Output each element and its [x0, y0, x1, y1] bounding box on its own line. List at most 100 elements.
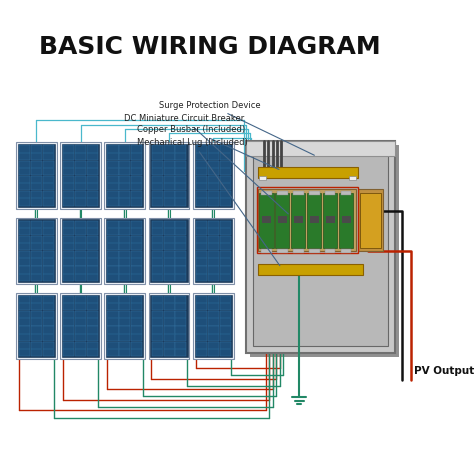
Bar: [208, 266, 219, 281]
Bar: [246, 140, 395, 156]
Bar: [164, 311, 174, 326]
Text: PV Output: PV Output: [414, 365, 474, 376]
Bar: [18, 294, 55, 357]
Bar: [262, 216, 271, 223]
Bar: [87, 191, 98, 206]
Bar: [87, 220, 98, 235]
Bar: [60, 218, 101, 284]
Bar: [152, 251, 163, 265]
Bar: [277, 191, 288, 195]
Bar: [31, 296, 42, 310]
Bar: [175, 236, 186, 250]
Bar: [75, 236, 86, 250]
Bar: [208, 191, 219, 206]
Bar: [325, 191, 336, 195]
Bar: [75, 176, 86, 191]
Bar: [119, 176, 130, 191]
Bar: [326, 216, 335, 223]
Bar: [175, 342, 186, 356]
Bar: [175, 191, 186, 206]
Bar: [291, 193, 305, 247]
Bar: [87, 236, 98, 250]
Bar: [164, 296, 174, 310]
Bar: [119, 236, 130, 250]
Bar: [104, 142, 145, 209]
Bar: [196, 220, 207, 235]
Bar: [360, 193, 382, 247]
Bar: [219, 176, 231, 191]
Bar: [19, 326, 30, 341]
Bar: [43, 220, 54, 235]
Bar: [63, 342, 74, 356]
Bar: [31, 191, 42, 206]
Bar: [63, 236, 74, 250]
Bar: [60, 142, 101, 209]
Bar: [196, 311, 207, 326]
Bar: [43, 311, 54, 326]
Bar: [16, 293, 57, 359]
Bar: [175, 251, 186, 265]
Bar: [164, 326, 174, 341]
Bar: [152, 191, 163, 206]
Bar: [31, 161, 42, 175]
Bar: [106, 144, 144, 207]
Bar: [196, 266, 207, 281]
Bar: [196, 146, 207, 160]
Bar: [108, 146, 118, 160]
Bar: [219, 251, 231, 265]
Bar: [307, 193, 321, 247]
Bar: [63, 220, 74, 235]
Bar: [175, 176, 186, 191]
Bar: [196, 296, 207, 310]
Text: Surge Protection Device: Surge Protection Device: [159, 100, 314, 155]
Bar: [19, 161, 30, 175]
Bar: [309, 191, 319, 195]
Bar: [62, 294, 99, 357]
Bar: [152, 296, 163, 310]
Bar: [258, 189, 356, 251]
Bar: [63, 326, 74, 341]
Bar: [175, 266, 186, 281]
Bar: [104, 218, 145, 284]
Bar: [149, 142, 190, 209]
Bar: [43, 251, 54, 265]
Bar: [261, 191, 272, 195]
Bar: [219, 161, 231, 175]
Bar: [104, 293, 145, 359]
Bar: [19, 342, 30, 356]
Bar: [258, 167, 358, 178]
Bar: [131, 161, 142, 175]
Bar: [195, 294, 232, 357]
Bar: [196, 251, 207, 265]
Bar: [152, 326, 163, 341]
Bar: [131, 342, 142, 356]
Bar: [196, 236, 207, 250]
Bar: [164, 251, 174, 265]
Bar: [31, 251, 42, 265]
Bar: [75, 220, 86, 235]
Bar: [19, 220, 30, 235]
Bar: [19, 146, 30, 160]
Bar: [131, 266, 142, 281]
Bar: [219, 342, 231, 356]
Bar: [195, 144, 232, 207]
Bar: [219, 326, 231, 341]
Bar: [63, 311, 74, 326]
Bar: [152, 266, 163, 281]
Bar: [196, 342, 207, 356]
Bar: [108, 191, 118, 206]
Bar: [246, 140, 395, 353]
Bar: [43, 342, 54, 356]
Bar: [349, 176, 356, 180]
Bar: [31, 236, 42, 250]
Bar: [219, 146, 231, 160]
Bar: [208, 326, 219, 341]
Bar: [164, 176, 174, 191]
Bar: [149, 293, 190, 359]
Bar: [87, 251, 98, 265]
Bar: [341, 248, 351, 253]
Bar: [19, 191, 30, 206]
Bar: [175, 161, 186, 175]
Bar: [31, 176, 42, 191]
Bar: [63, 251, 74, 265]
